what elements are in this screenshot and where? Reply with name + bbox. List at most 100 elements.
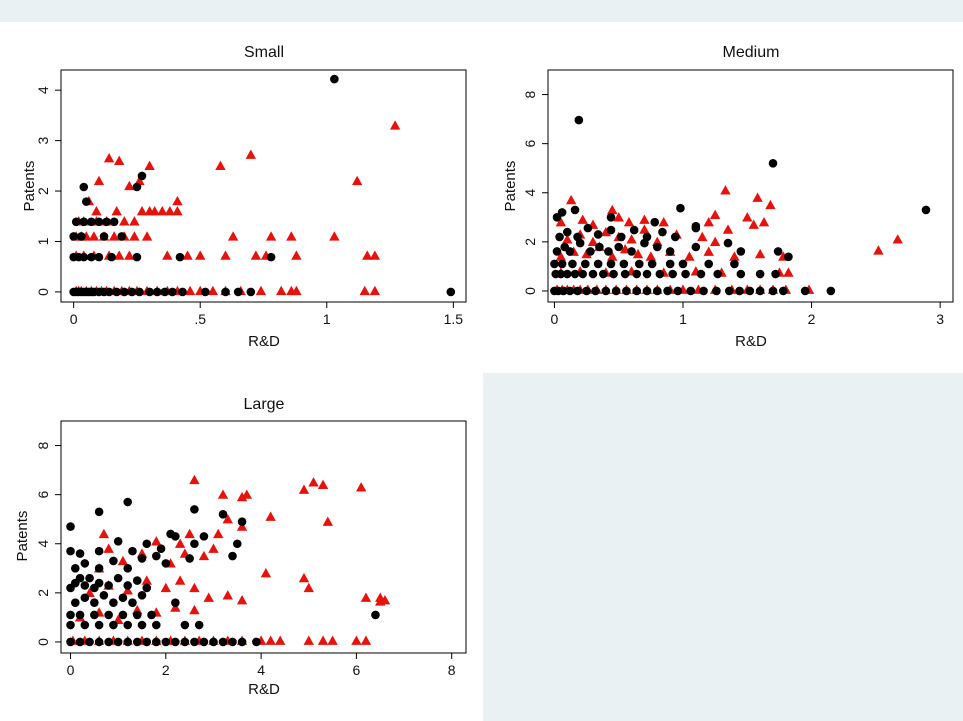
y-axis-label-small: Patents [21,161,38,212]
data-point-circle [755,269,765,279]
data-point-circle [650,217,660,227]
plot-frame-medium [547,69,954,303]
data-point-triangle [164,206,176,216]
data-point-circle [66,546,75,556]
data-point-triangle [265,231,277,241]
data-point-circle [730,259,739,269]
data-point-triangle [203,592,214,602]
x-tick-label-medium: 0 [551,311,559,327]
data-point-circle [604,247,613,256]
data-point-circle [94,507,104,517]
data-point-triangle [308,477,319,487]
data-point-triangle [286,231,297,241]
data-point-triangle [111,206,122,216]
data-point-triangle [236,491,248,502]
data-point-triangle [645,251,657,261]
data-point-triangle [144,160,155,170]
data-point-triangle [322,516,334,526]
data-point-circle [104,581,113,590]
data-point-triangle [215,160,226,170]
data-point-triangle [265,511,276,521]
data-point-circle [670,232,680,242]
data-point-triangle [174,575,186,585]
x-tick-label-small: 1 [323,311,331,327]
data-point-circle [190,539,199,549]
data-point-circle [147,610,156,620]
data-point-circle [642,286,652,296]
data-point-circle [665,247,675,256]
y-tick-label-small: 2 [35,187,51,195]
data-point-circle [228,551,237,561]
data-point-triangle [213,528,224,539]
data-point-triangle [360,592,372,602]
data-point-circle [151,637,161,647]
data-point-triangle [114,250,125,260]
data-point-circle [556,269,566,279]
data-point-circle [446,287,456,297]
data-point-triangle [207,285,219,296]
data-point-circle [123,497,133,507]
data-point-triangle [555,251,567,261]
x-tick-label-large: 4 [257,662,265,678]
panel-title-small: Small [244,44,284,61]
data-point-triangle [709,236,721,247]
data-point-circle [94,564,104,573]
data-point-circle [209,637,218,647]
data-point-circle [132,610,142,620]
data-point-circle [137,171,147,181]
data-point-circle [75,637,85,647]
y-tick-label-large: 8 [35,441,51,449]
data-point-circle [107,252,116,262]
data-point-triangle [360,635,372,645]
marks-small [69,74,456,297]
data-point-triangle [151,536,162,546]
data-point-circle [79,182,89,192]
data-point-triangle [189,474,200,485]
data-point-triangle [684,251,695,261]
data-point-circle [252,637,261,647]
data-point-circle [142,539,152,549]
data-point-triangle [369,250,381,260]
data-point-circle [70,598,80,607]
data-point-triangle [88,231,100,241]
data-point-triangle [136,206,148,216]
data-point-circle [123,581,133,590]
data-point-circle [642,232,652,242]
data-point-circle [109,620,118,630]
data-point-triangle [174,538,186,548]
data-point-circle [676,203,685,213]
x-tick-label-medium: 3 [936,311,944,327]
data-point-triangle [184,285,196,296]
data-point-triangle [369,285,381,296]
data-point-triangle [709,209,721,220]
data-point-circle [620,269,630,279]
panel-large: Large 0 2 4 6 8 0 2 4 6 8 R&D Patents [14,396,467,698]
data-point-circle [66,620,75,630]
empty-panel [483,373,963,721]
data-point-circle [168,287,177,297]
data-point-triangle [632,248,644,259]
data-point-circle [109,556,118,566]
data-point-circle [768,158,778,168]
data-point-triangle [362,250,373,260]
data-point-circle [557,208,567,217]
data-point-circle [113,637,123,647]
data-point-triangle [222,514,233,524]
data-point-circle [598,269,608,279]
data-point-triangle [298,572,310,583]
data-point-circle [160,287,170,297]
data-point-circle [246,287,256,297]
data-point-triangle [752,192,763,202]
data-point-triangle [555,217,567,227]
data-point-triangle [108,231,120,241]
y-tick-label-large: 0 [35,638,51,646]
data-point-triangle [117,555,129,566]
x-tick-label-large: 6 [353,662,361,678]
data-point-circle [185,554,194,563]
data-point-triangle [765,199,776,210]
data-point-circle [118,610,128,620]
data-point-circle [76,232,86,241]
data-point-circle [99,232,109,241]
data-point-triangle [93,175,105,186]
data-point-triangle [577,214,588,224]
